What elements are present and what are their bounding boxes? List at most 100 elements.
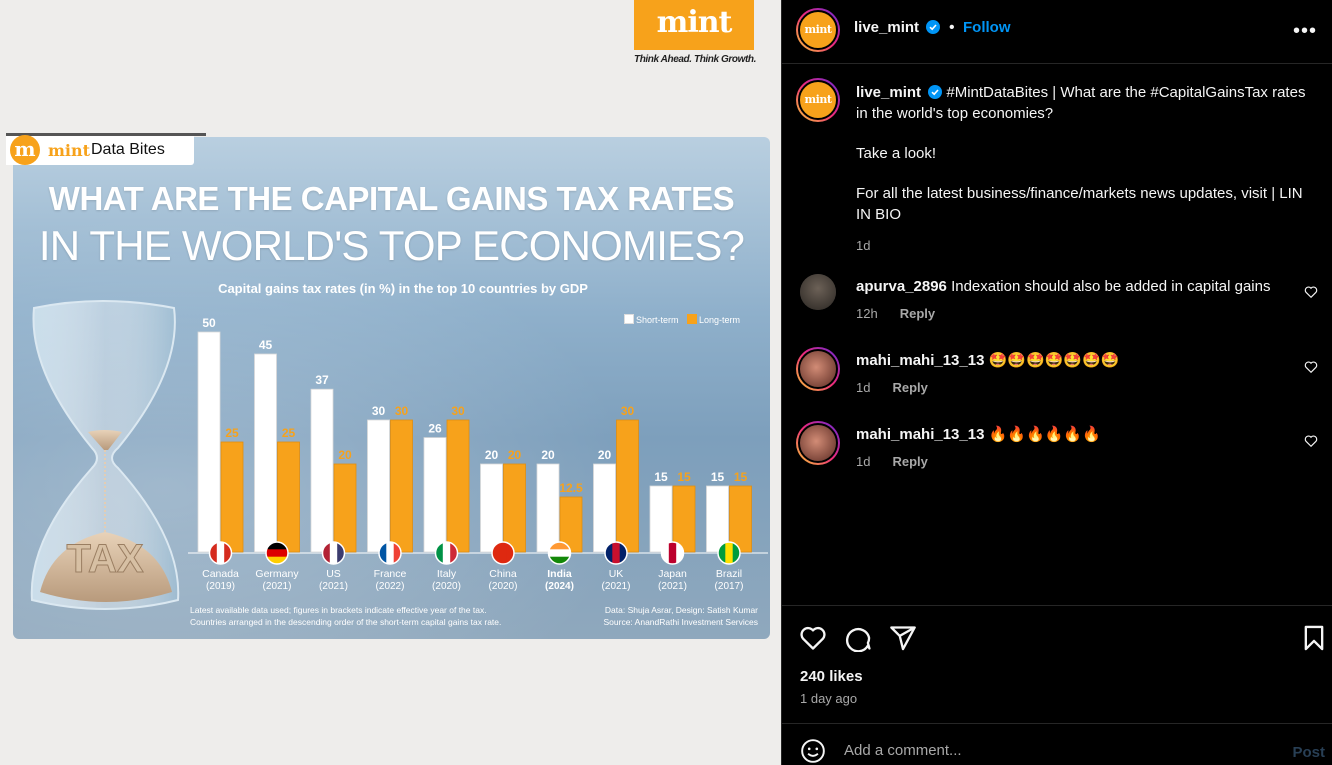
bar-long-term-china	[503, 463, 526, 553]
china-flag-icon	[491, 541, 515, 565]
bar-short-term-us	[310, 388, 334, 553]
data-label-short-term-china: 20	[485, 448, 499, 462]
verified-badge-icon	[928, 85, 943, 99]
category-year-canada: (2019)	[206, 581, 235, 592]
post-comment-button[interactable]: Post	[1292, 744, 1325, 761]
comment-username[interactable]: mahi_mahi_13_13	[856, 426, 985, 443]
save-bookmark-icon[interactable]	[1300, 624, 1328, 652]
legend-label-long-term: Long-term	[699, 315, 741, 325]
mint-badge-icon: m	[10, 135, 40, 165]
data-label-long-term-uk: 30	[621, 404, 635, 418]
bar-short-term-italy	[423, 437, 447, 553]
data-label-long-term-canada: 25	[225, 426, 239, 440]
data-label-long-term-france: 30	[395, 404, 409, 418]
caption-username[interactable]: live_mint	[856, 84, 922, 101]
caption-avatar[interactable]: mint	[796, 78, 840, 122]
legend-label-short-term: Short-term	[636, 315, 679, 325]
category-year-brazil: (2017)	[715, 581, 744, 592]
category-year-india: (2024)	[545, 581, 574, 592]
category-year-japan: (2021)	[658, 581, 687, 592]
caption-text: #MintDataBites | What are the #CapitalGa…	[856, 84, 1306, 122]
post-caption: live_mint #MintDataBites | What are the …	[856, 82, 1306, 256]
author-avatar[interactable]: mint	[796, 8, 840, 52]
category-label-germany: Germany	[255, 568, 299, 580]
japan-flag-icon	[660, 541, 685, 565]
data-label-short-term-brazil: 15	[711, 470, 725, 484]
category-label-japan: Japan	[658, 568, 687, 580]
legend-swatch-long-term	[687, 314, 698, 324]
like-heart-icon[interactable]	[799, 624, 827, 652]
comment-username[interactable]: apurva_2896	[856, 278, 947, 295]
category-label-france: France	[374, 568, 407, 580]
bar-short-term-france	[367, 419, 390, 553]
reply-button[interactable]: Reply	[892, 454, 928, 469]
data-label-short-term-italy: 26	[428, 422, 442, 436]
data-label-long-term-italy: 30	[451, 404, 465, 418]
bar-long-term-uk	[616, 419, 639, 553]
comment-username[interactable]: mahi_mahi_13_13	[856, 352, 985, 369]
category-label-uk: UK	[609, 568, 624, 580]
follow-button[interactable]: Follow	[963, 19, 1011, 36]
comment-avatar[interactable]	[800, 274, 836, 310]
emoji-icon[interactable]	[800, 738, 826, 764]
hourglass-tax-text: TAX	[66, 537, 143, 581]
category-label-china: China	[489, 568, 517, 580]
data-label-long-term-india: 12.5	[559, 481, 583, 495]
post-timestamp: 1 day ago	[800, 691, 858, 706]
like-comment-heart-icon[interactable]	[1304, 360, 1318, 374]
category-label-italy: Italy	[437, 568, 457, 580]
bar-short-term-uk	[593, 463, 616, 553]
india-flag-icon	[547, 541, 572, 565]
likes-count[interactable]: 240 likes	[800, 668, 863, 685]
germany-flag-icon	[265, 541, 289, 565]
comment-text: Indexation should also be added in capit…	[951, 278, 1271, 295]
comment-time: 1d	[856, 380, 871, 395]
data-label-short-term-canada: 50	[202, 316, 216, 330]
data-label-short-term-germany: 45	[259, 338, 273, 352]
post-action-bar	[782, 605, 1332, 723]
author-username[interactable]: live_mint	[854, 19, 920, 36]
data-label-short-term-us: 37	[315, 373, 329, 387]
category-label-brazil: Brazil	[716, 568, 742, 580]
chart-legend: Short-term Long-term	[624, 314, 740, 325]
caption-line3: For all the latest business/finance/mark…	[856, 185, 1303, 223]
data-label-short-term-india: 20	[541, 448, 555, 462]
post-image[interactable]: mint Think Ahead. Think Growth. m mint D…	[0, 0, 781, 765]
comment-text: 🔥🔥🔥🔥🔥🔥	[988, 426, 1101, 443]
data-label-short-term-france: 30	[372, 404, 386, 418]
category-label-india: India	[547, 568, 572, 580]
italy-flag-icon	[434, 541, 459, 565]
bar-long-term-canada	[220, 441, 244, 553]
bar-short-term-germany	[254, 353, 277, 553]
data-label-short-term-japan: 15	[654, 470, 668, 484]
verified-badge-icon	[926, 20, 941, 34]
category-year-germany: (2021)	[263, 581, 292, 592]
category-year-us: (2021)	[319, 581, 348, 592]
category-year-uk: (2021)	[602, 581, 631, 592]
more-options-icon[interactable]: •••	[1292, 20, 1317, 42]
reply-button[interactable]: Reply	[892, 380, 928, 395]
comment-input[interactable]	[844, 742, 1264, 759]
bar-long-term-italy	[446, 419, 470, 553]
share-send-icon[interactable]	[889, 624, 917, 652]
category-label-us: US	[326, 568, 341, 580]
comment-avatar[interactable]	[796, 347, 840, 391]
canada-flag-icon	[208, 541, 233, 565]
comment-text: 🤩🤩🤩🤩🤩🤩🤩	[988, 352, 1120, 369]
mint-tagline: Think Ahead. Think Growth.	[634, 54, 757, 65]
like-comment-heart-icon[interactable]	[1304, 434, 1318, 448]
legend-swatch-short-term	[624, 314, 634, 324]
bar-long-term-us	[333, 463, 357, 553]
comment-avatar[interactable]	[796, 421, 840, 465]
category-label-canada: Canada	[202, 568, 239, 580]
brazil-flag-icon	[717, 541, 741, 565]
reply-button[interactable]: Reply	[899, 306, 936, 321]
like-comment-heart-icon[interactable]	[1304, 285, 1318, 299]
bar-long-term-france	[390, 419, 413, 553]
comment-item: apurva_2896 Indexation should also be ad…	[856, 276, 1306, 324]
headline-line2: IN THE WORLD'S TOP ECONOMIES?	[38, 222, 745, 269]
bar-short-term-india	[536, 463, 560, 553]
data-label-long-term-germany: 25	[282, 426, 296, 440]
bar-short-term-china	[480, 463, 503, 553]
comment-bubble-icon[interactable]	[844, 624, 872, 652]
